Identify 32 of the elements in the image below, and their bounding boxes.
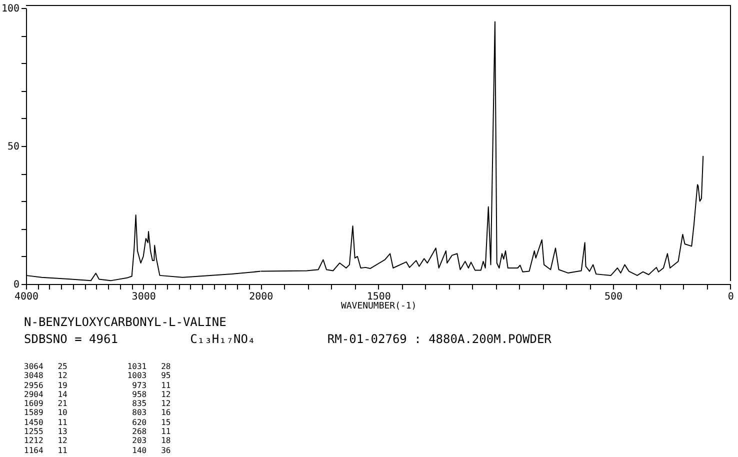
x-axis-title: WAVENUMBER(-1) <box>340 302 416 312</box>
text: 1609 21 <box>24 399 68 408</box>
text: 958 12 <box>131 390 171 400</box>
y-tick-label: 100 <box>1 4 20 15</box>
text: 3048 12 <box>24 371 68 381</box>
text: 973 11 <box>131 380 171 390</box>
text: 1589 10 <box>24 408 68 418</box>
x-tick-label: 3000 <box>132 291 156 302</box>
text: 2904 14 <box>24 390 68 400</box>
text: 1031 28 <box>127 362 171 372</box>
x-tick-label: 4000 <box>14 291 39 302</box>
text: 2956 19 <box>24 380 68 390</box>
text: 3064 25 <box>24 362 68 372</box>
text: 835 12 <box>131 399 171 408</box>
y-tick-label: 0 <box>13 279 20 290</box>
text: SDBSNO = 4961 C₁₃H₁₇NO₄ RM-01-02769 : 4880A.200M.POWDER <box>24 331 552 348</box>
text: N-BENZYLOXYCARBONYL-L-VALINE <box>24 314 228 331</box>
x-tick-label: 1500 <box>366 292 391 302</box>
y-tick-label: 50 <box>7 142 20 152</box>
text: 140 36 <box>131 446 171 455</box>
text: 803 16 <box>131 408 171 418</box>
x-tick-label: 500 <box>604 292 622 302</box>
text: 1003 95 <box>127 371 171 381</box>
text: 1212 12 <box>24 436 68 446</box>
text: 203 18 <box>131 436 171 446</box>
x-tick-label: 0 <box>727 292 734 302</box>
text: 1255 13 <box>24 427 68 436</box>
text: 1450 11 <box>24 418 68 428</box>
text: 620 15 <box>131 418 171 428</box>
x-tick-label: 2000 <box>249 291 274 302</box>
text: 268 11 <box>131 427 171 436</box>
text: 1164 11 <box>24 446 68 455</box>
